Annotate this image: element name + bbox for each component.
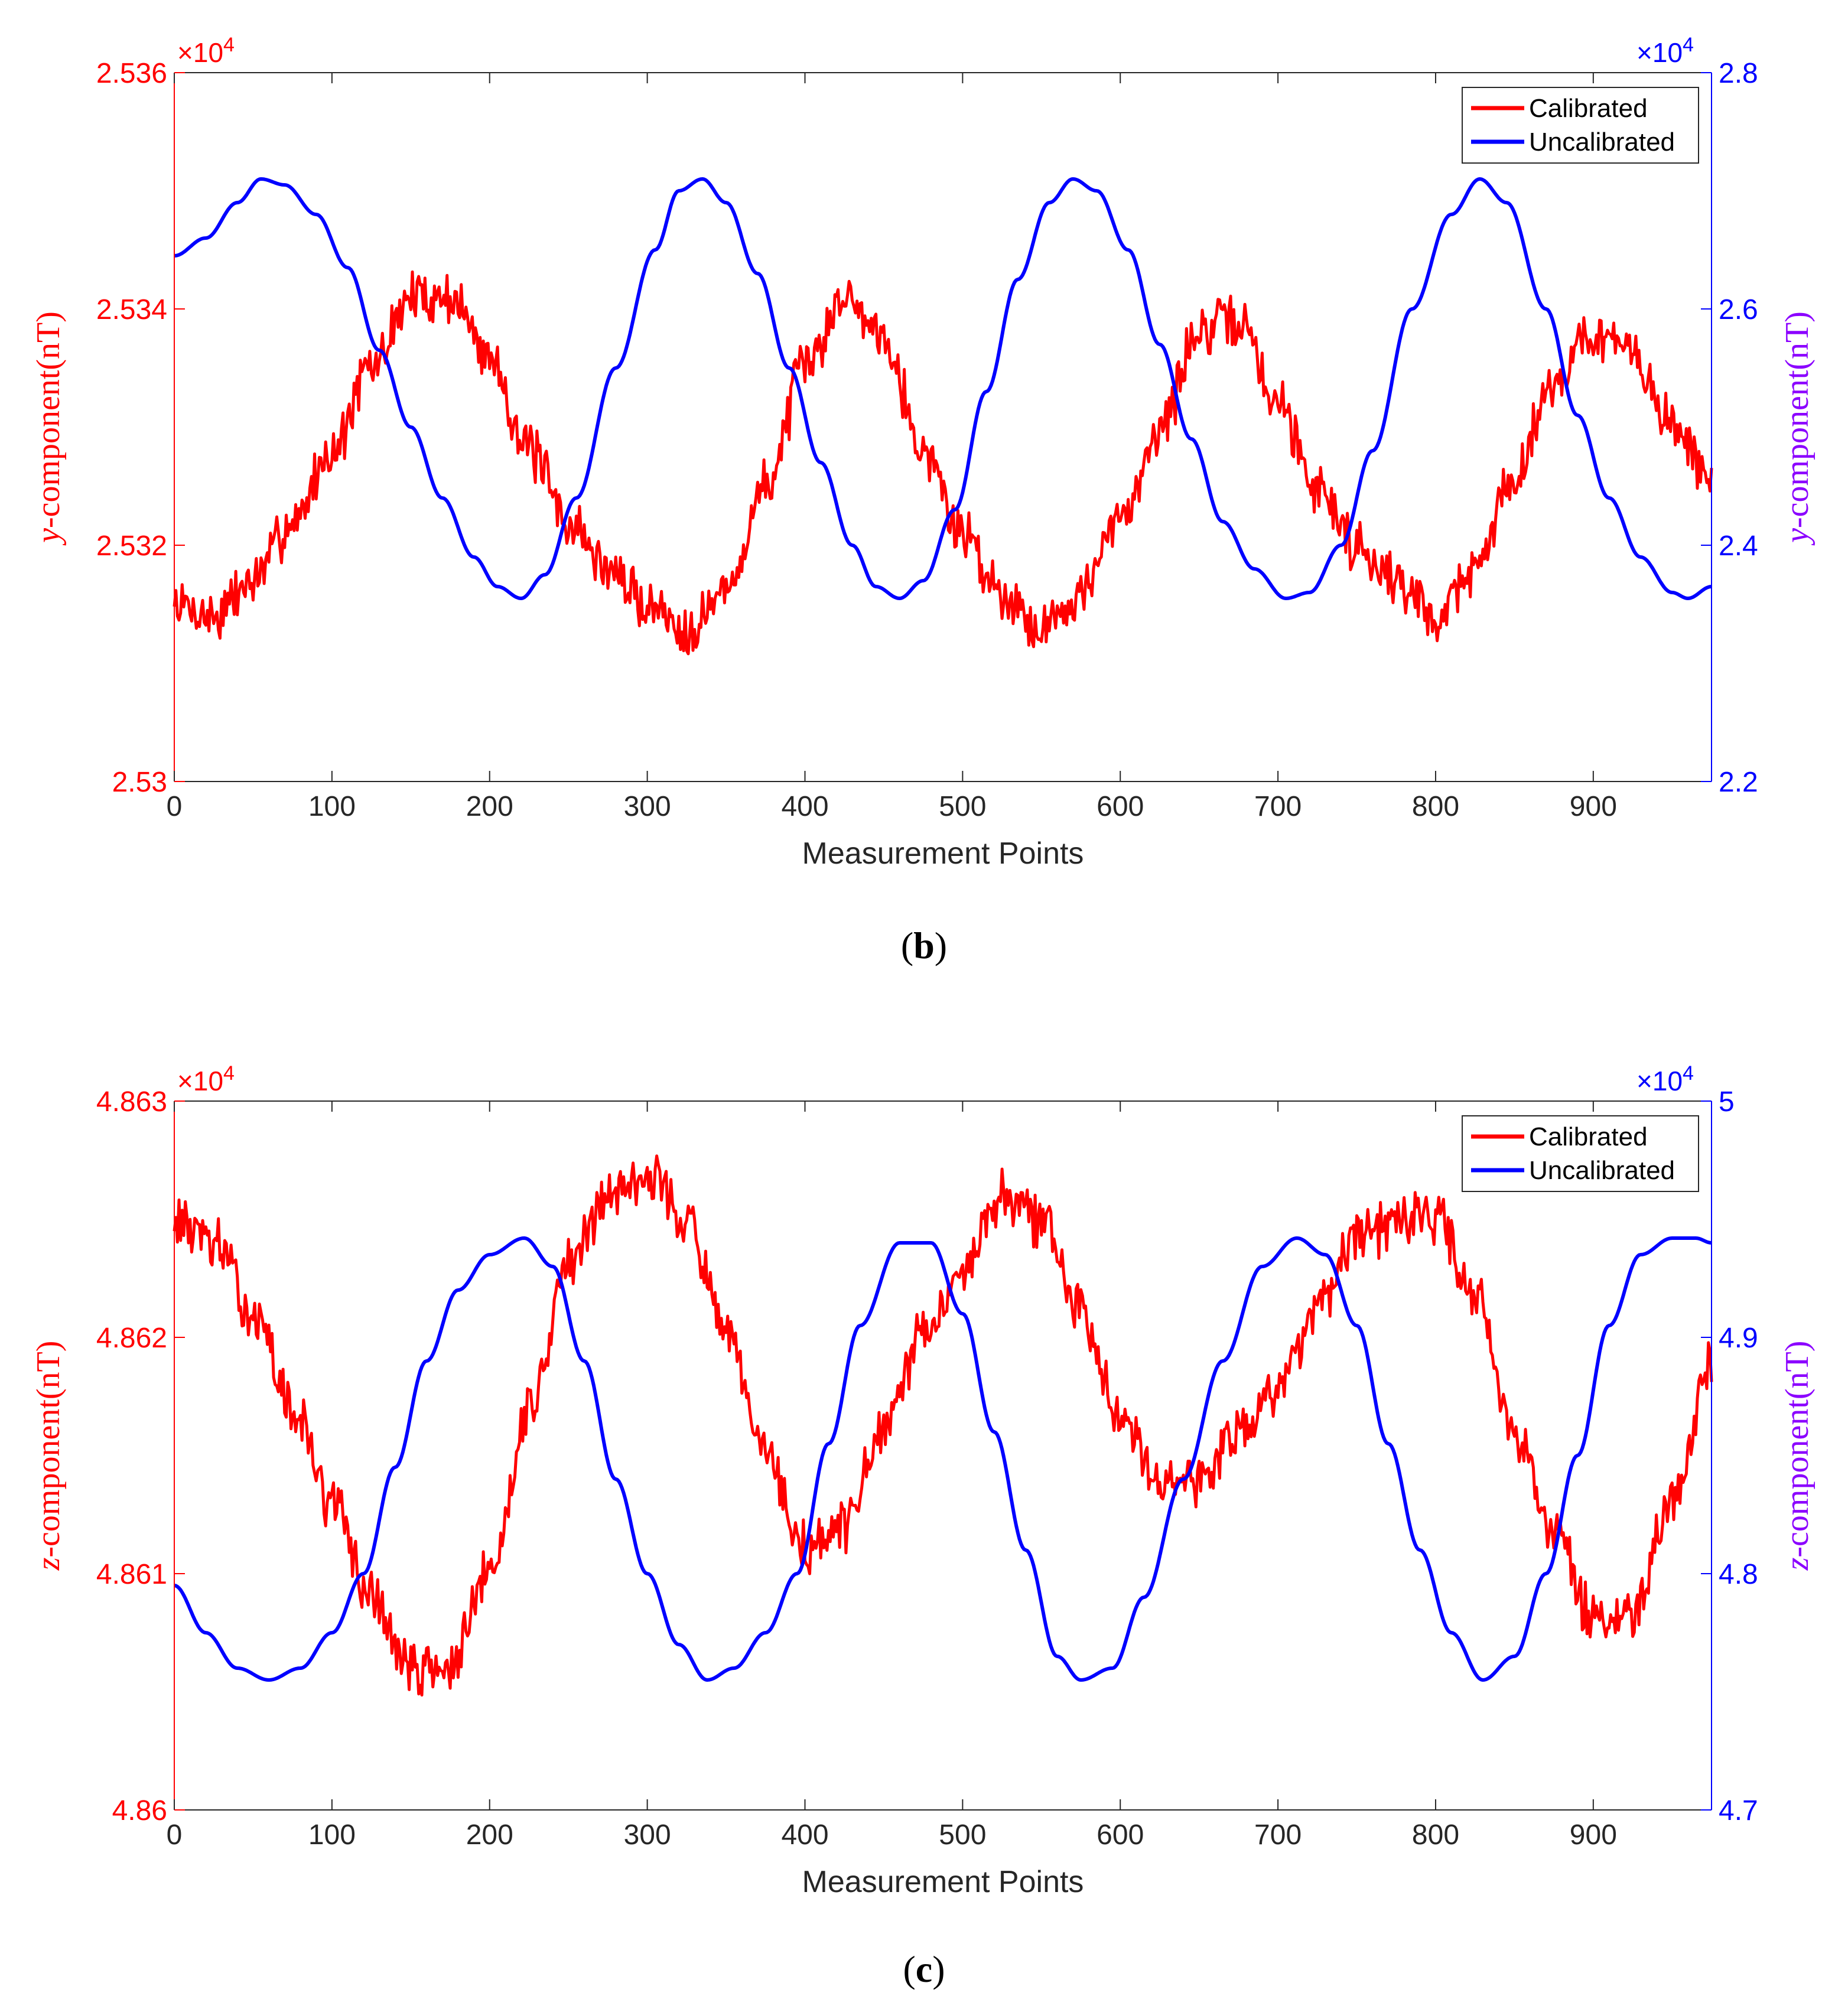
legend-label-uncalibrated-b: Uncalibrated <box>1529 128 1675 157</box>
x-axis-label-b: Measurement Points <box>802 836 1084 871</box>
x-tick-label-c: 500 <box>939 1819 986 1851</box>
y-axis-label-right-c: z-component(nT) <box>1779 1341 1816 1571</box>
series-line-uncalibrated-b <box>174 177 1712 600</box>
x-tick-label-c: 800 <box>1412 1819 1459 1851</box>
x-tick-label-c: 200 <box>466 1819 513 1851</box>
y-tick-label-right-b: 2.8 <box>1719 58 1758 89</box>
y-tick-label-right-c: 5 <box>1719 1086 1735 1118</box>
y-axis-label-right-b: y-component(nT) <box>1779 311 1816 546</box>
y-tick-label-left-b: 2.534 <box>96 294 167 325</box>
exponent-left-b: ×104 <box>177 34 235 68</box>
series-group-b <box>173 177 1713 656</box>
plot-area-b <box>174 73 1712 782</box>
legend-box-c <box>1462 1115 1699 1192</box>
legend-label-calibrated-c: Calibrated <box>1529 1122 1648 1151</box>
x-axis-label-c: Measurement Points <box>802 1865 1084 1899</box>
y-tick-label-right-b: 2.4 <box>1719 530 1758 562</box>
y-tick-label-left-c: 4.86 <box>112 1795 167 1826</box>
y-tick-label-left-c: 4.863 <box>96 1086 167 1118</box>
exponent-right-b: ×104 <box>1636 34 1694 68</box>
x-tick-label-b: 800 <box>1412 791 1459 822</box>
x-tick-label-c: 100 <box>308 1819 356 1851</box>
y-tick-label-right-c: 4.7 <box>1719 1795 1758 1826</box>
legend-label-uncalibrated-c: Uncalibrated <box>1529 1156 1675 1185</box>
series-line-uncalibrated-c <box>174 1236 1712 1682</box>
y-tick-label-right-c: 4.8 <box>1719 1559 1758 1590</box>
exponent-right-c: ×104 <box>1636 1062 1694 1096</box>
caption-b: (b) <box>901 924 947 966</box>
y-tick-label-left-b: 2.536 <box>96 58 167 89</box>
y-tick-label-left-b: 2.532 <box>96 530 167 562</box>
series-line-calibrated-b <box>173 270 1713 656</box>
legend-c: Calibrated Uncalibrated <box>1462 1115 1699 1192</box>
chart-panel-c: 0 100 200 300 400 500 600 700 800 900 4.86 4.861 4.8… <box>30 1062 1816 1990</box>
x-tick-label-b: 400 <box>781 791 828 822</box>
y-tick-label-right-b: 2.2 <box>1719 767 1758 798</box>
y-tick-label-left-c: 4.862 <box>96 1323 167 1354</box>
x-tick-label-c: 300 <box>624 1819 671 1851</box>
caption-c: (c) <box>903 1948 945 1990</box>
exponent-left-c: ×104 <box>177 1062 235 1096</box>
y-axis-label-left-b: y-component(nT) <box>30 311 67 546</box>
axis-ticks-c: 0 100 200 300 400 500 600 700 800 900 4.86 4.861 4.8… <box>96 1086 1758 1851</box>
x-tick-label-b: 0 <box>167 791 183 822</box>
x-tick-label-c: 900 <box>1570 1819 1617 1851</box>
series-group-c <box>173 1154 1713 1697</box>
x-tick-label-b: 900 <box>1570 791 1617 822</box>
x-tick-label-c: 0 <box>167 1819 183 1851</box>
y-tick-label-right-c: 4.9 <box>1719 1323 1758 1354</box>
plot-area-c <box>174 1101 1712 1810</box>
series-line-calibrated-c <box>173 1154 1713 1697</box>
x-tick-label-b: 600 <box>1097 791 1144 822</box>
legend-b: Calibrated Uncalibrated <box>1462 87 1699 164</box>
x-tick-label-c: 700 <box>1254 1819 1302 1851</box>
x-tick-label-b: 500 <box>939 791 986 822</box>
x-tick-label-b: 100 <box>308 791 356 822</box>
x-tick-label-c: 600 <box>1097 1819 1144 1851</box>
x-tick-label-c: 400 <box>781 1819 828 1851</box>
y-tick-label-left-c: 4.861 <box>96 1559 167 1590</box>
x-tick-label-b: 300 <box>624 791 671 822</box>
y-tick-label-left-b: 2.53 <box>112 767 167 798</box>
axis-ticks-b: 0 100 200 300 400 500 600 700 800 900 2.53 2.532 2.5… <box>96 58 1758 822</box>
x-tick-label-b: 700 <box>1254 791 1302 822</box>
legend-label-calibrated-b: Calibrated <box>1529 94 1648 123</box>
legend-box-b <box>1462 87 1699 164</box>
x-tick-label-b: 200 <box>466 791 513 822</box>
y-axis-label-left-c: z-component(nT) <box>30 1341 67 1571</box>
y-tick-label-right-b: 2.6 <box>1719 294 1758 325</box>
chart-panel-b: 0 100 200 300 400 500 600 700 800 900 2.53 2.532 2.5… <box>30 34 1816 966</box>
